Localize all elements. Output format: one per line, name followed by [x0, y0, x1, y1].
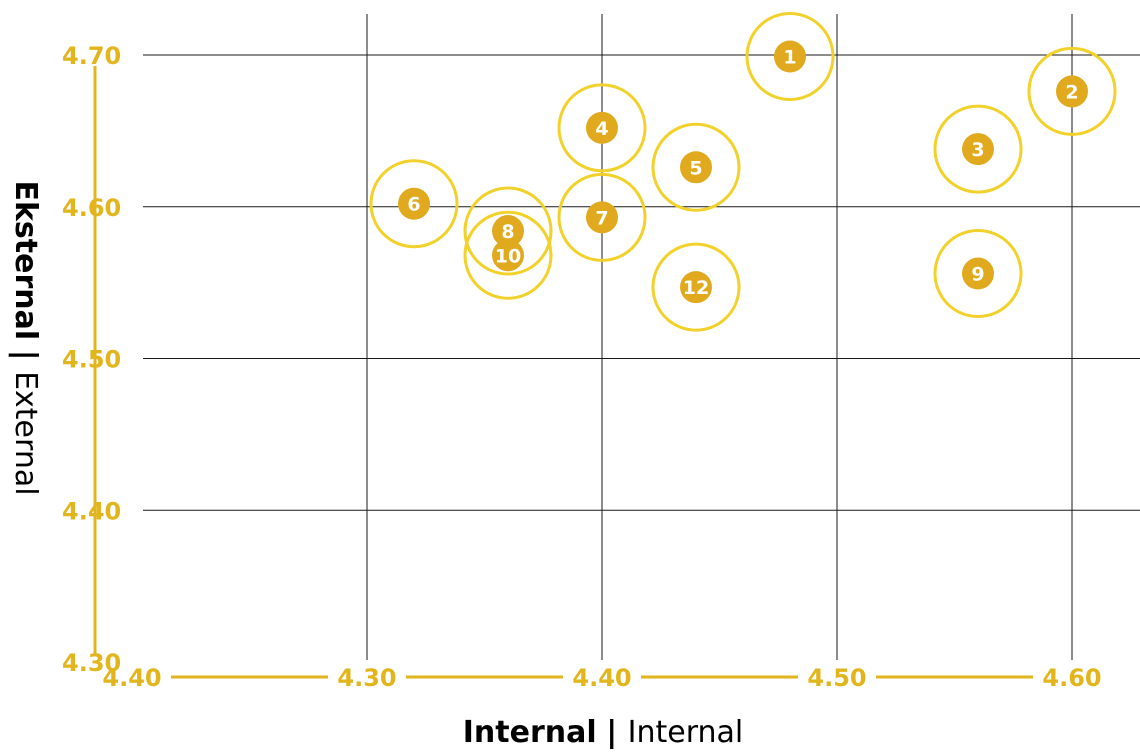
x-axis-title-regular: Internal — [628, 715, 744, 749]
x-tick-label: 4.50 — [807, 664, 866, 692]
data-point-ring — [745, 12, 835, 102]
data-point: 12 — [651, 242, 741, 332]
y-axis-title: Eksternal | External — [8, 180, 43, 495]
data-point-label: 1 — [783, 47, 796, 69]
data-point-ring — [463, 210, 553, 300]
data-point-marker — [680, 151, 712, 184]
y-axis-title-separator: | — [8, 350, 43, 371]
y-tick-label: 4.60 — [62, 194, 121, 222]
data-point: 7 — [557, 172, 647, 262]
y-tick-label: 4.30 — [62, 649, 121, 677]
data-point-marker — [492, 239, 524, 272]
data-point-label: 8 — [501, 221, 514, 243]
data-point-marker — [398, 187, 430, 220]
y-tick-label: 4.70 — [62, 42, 121, 70]
data-point-marker — [1056, 75, 1088, 108]
data-point: 8 — [463, 186, 553, 276]
data-point-label: 3 — [971, 139, 984, 161]
data-point-marker — [492, 215, 524, 248]
y-axis-title-bold: Eksternal — [8, 180, 43, 340]
data-point-ring — [1027, 46, 1117, 136]
y-tick-label: 4.40 — [62, 497, 121, 525]
y-axis-title-regular: External — [8, 371, 43, 495]
data-point-ring — [557, 172, 647, 262]
data-point-ring — [933, 229, 1023, 319]
data-point-ring — [369, 159, 459, 249]
x-tick-label: 4.40 — [102, 664, 161, 692]
data-point-ring — [463, 186, 553, 276]
y-tick-label: 4.50 — [62, 346, 121, 374]
data-point: 10 — [463, 210, 553, 300]
data-point-label: 5 — [689, 157, 702, 179]
x-tick-label: 4.40 — [572, 664, 631, 692]
data-point-label: 9 — [971, 264, 984, 286]
x-axis-title-separator: | — [606, 715, 627, 749]
data-point: 1 — [745, 12, 835, 102]
data-point-label: 4 — [595, 118, 608, 140]
data-point-label: 6 — [407, 194, 420, 216]
x-axis-title-bold: Internal — [463, 715, 597, 749]
data-point-ring — [557, 83, 647, 173]
x-axis-title: Internal | Internal — [463, 715, 743, 749]
data-point-label: 2 — [1065, 81, 1078, 103]
x-tick-label: 4.30 — [337, 664, 396, 692]
data-point: 2 — [1027, 46, 1117, 136]
data-point-marker — [962, 257, 994, 290]
data-point: 4 — [557, 83, 647, 173]
data-point-ring — [651, 122, 741, 212]
data-point-marker — [586, 111, 618, 144]
data-point: 9 — [933, 229, 1023, 319]
data-point-marker — [774, 40, 806, 73]
data-point-ring — [933, 104, 1023, 194]
data-point-label: 12 — [683, 277, 709, 299]
data-point-marker — [680, 271, 712, 304]
data-point: 6 — [369, 159, 459, 249]
data-point: 5 — [651, 122, 741, 212]
data-point-marker — [586, 201, 618, 234]
x-tick-label: 4.60 — [1042, 664, 1101, 692]
data-point: 3 — [933, 104, 1023, 194]
data-point-label: 7 — [595, 207, 608, 229]
data-point-marker — [962, 133, 994, 166]
data-point-label: 10 — [495, 245, 521, 267]
data-point-ring — [651, 242, 741, 332]
axes: 4.304.404.504.604.704.40 4.30 4.40 4.50 4.60 — [62, 42, 1102, 692]
